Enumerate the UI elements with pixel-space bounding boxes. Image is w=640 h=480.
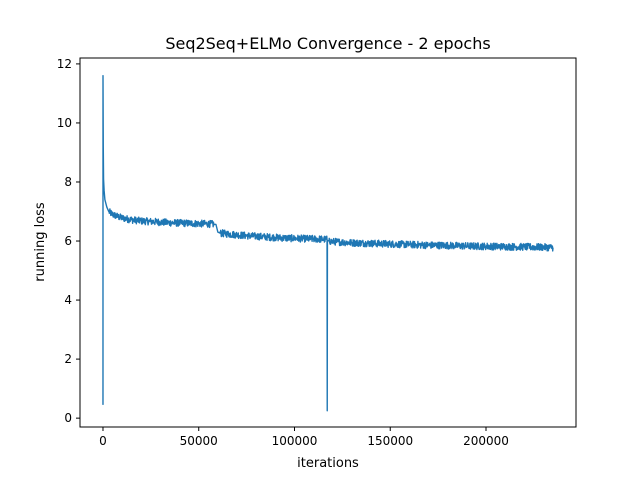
x-tick-label: 50000 <box>180 434 218 448</box>
chart-title: Seq2Seq+ELMo Convergence - 2 epochs <box>165 34 490 53</box>
y-tick-label: 12 <box>57 57 72 71</box>
y-tick-label: 8 <box>64 175 72 189</box>
y-tick-label: 6 <box>64 234 72 248</box>
plot-area <box>79 57 577 428</box>
loss-series-line <box>102 75 554 412</box>
y-tick-label: 0 <box>64 411 72 425</box>
x-tick-label: 200000 <box>463 434 509 448</box>
plot-frame <box>79 57 577 428</box>
y-tick-label: 4 <box>64 293 72 307</box>
x-axis-label: iterations <box>297 456 359 471</box>
y-axis-label: running loss <box>33 202 48 282</box>
x-tick-label: 150000 <box>367 434 413 448</box>
x-tick-label: 100000 <box>272 434 318 448</box>
y-tick-label: 10 <box>57 116 72 130</box>
series-layer <box>102 75 554 412</box>
x-tick-label: 0 <box>99 434 107 448</box>
x-axis: 0 50000 100000 150000 200000 <box>99 427 509 448</box>
y-tick-label: 2 <box>64 352 72 366</box>
y-axis: 0 2 4 6 8 10 12 <box>57 57 80 425</box>
